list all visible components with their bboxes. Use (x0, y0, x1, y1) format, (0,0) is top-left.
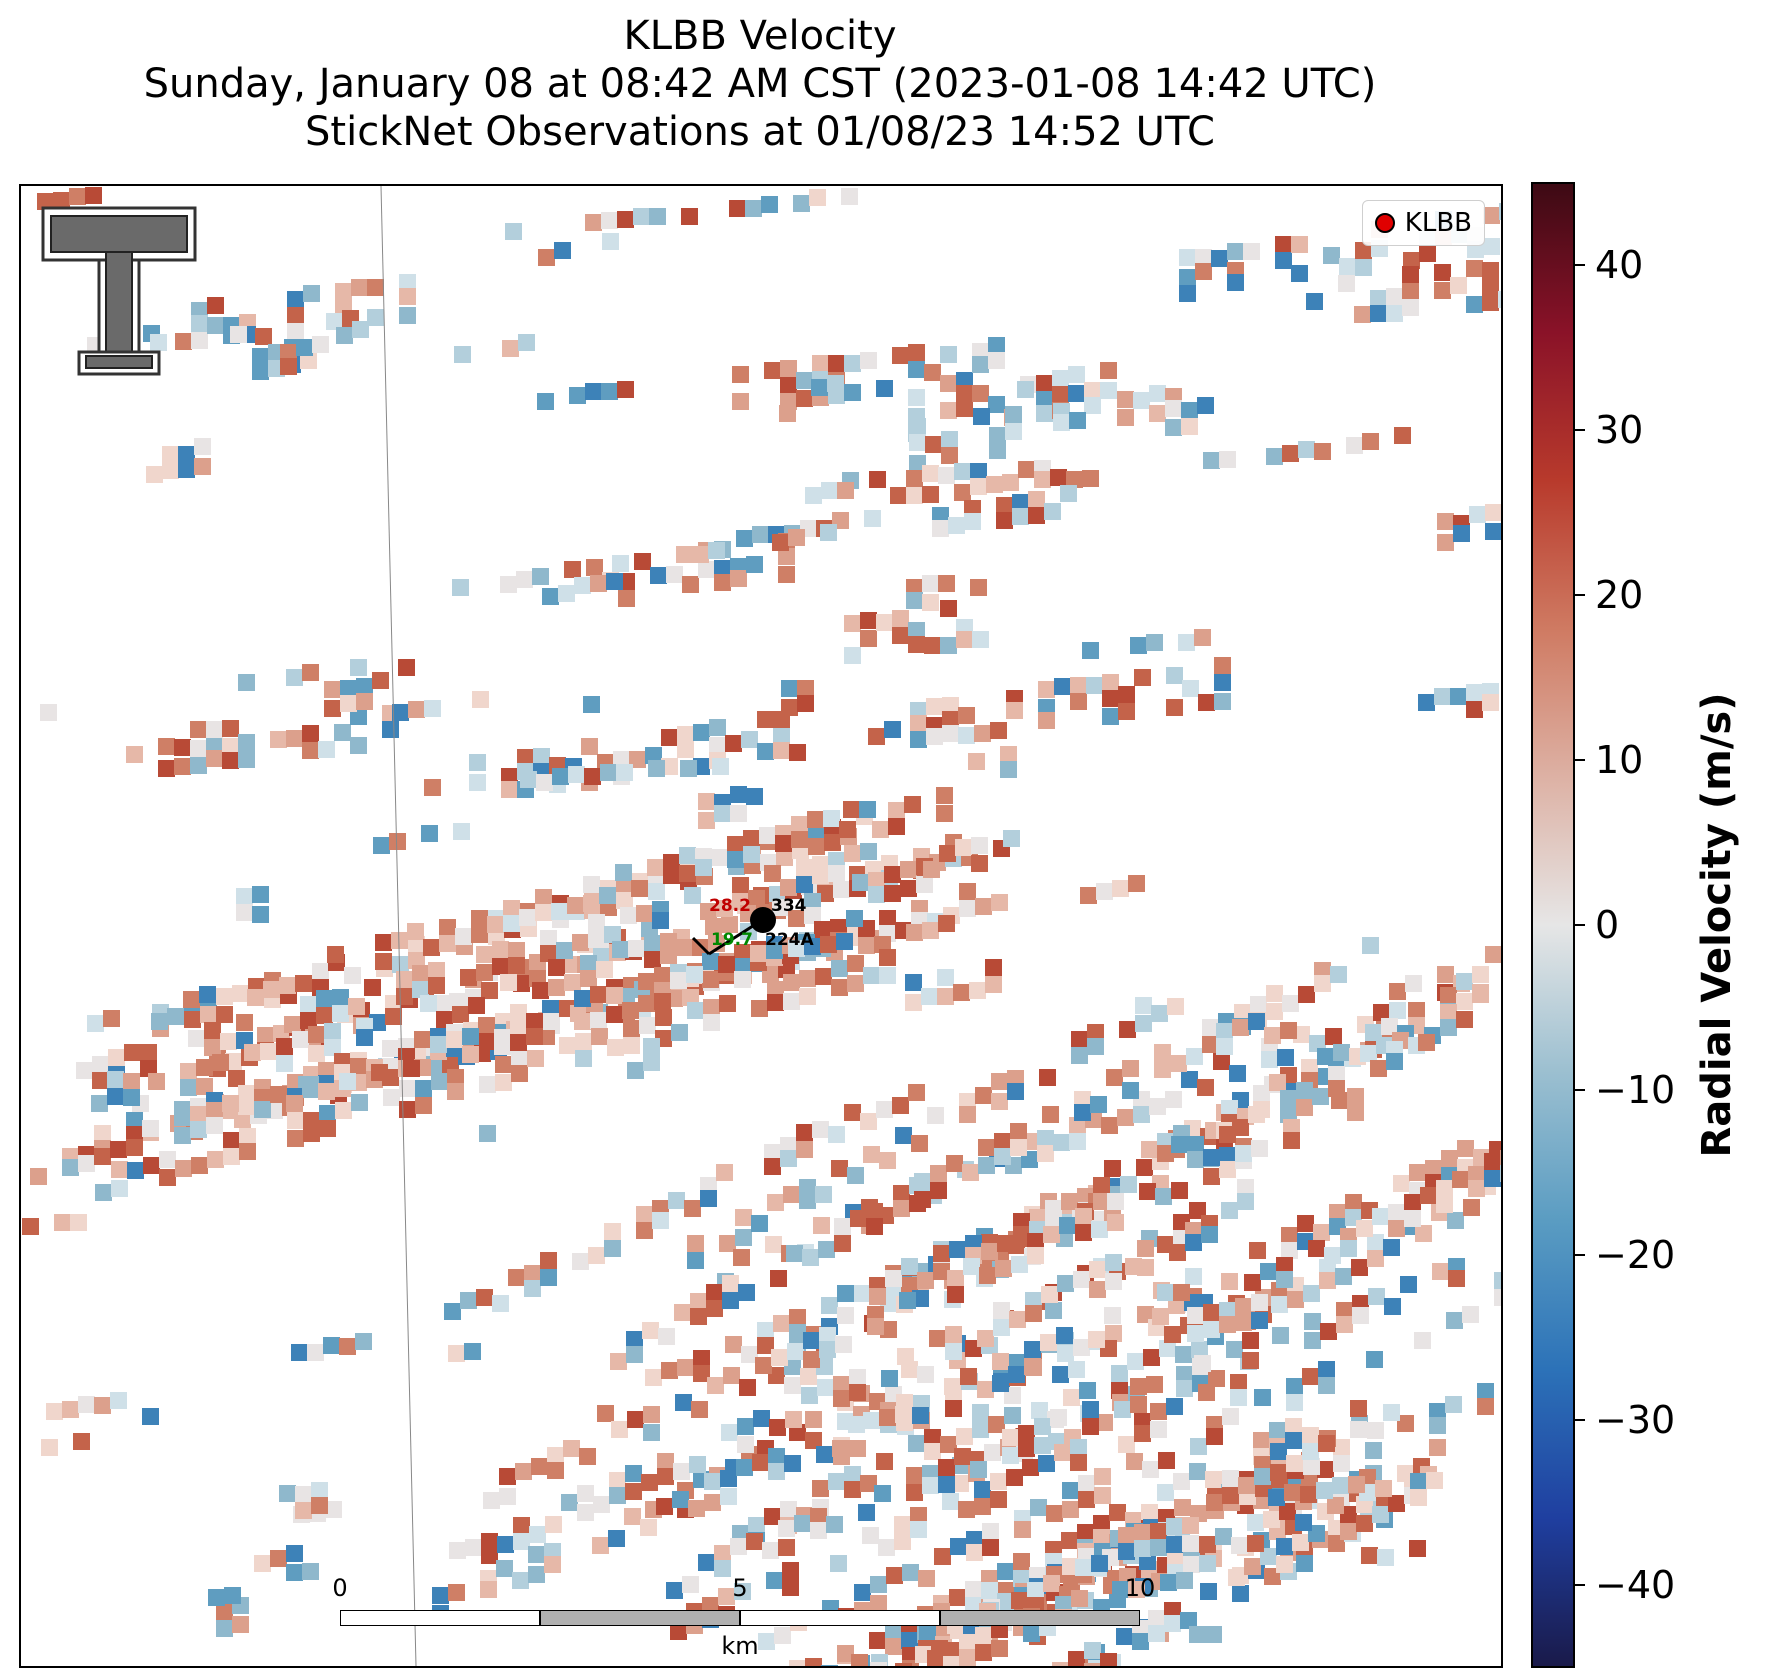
title-line-3: StickNet Observations at 01/08/23 14:52 … (305, 109, 1215, 155)
velocity-cells (22, 187, 1501, 1666)
station-pressure: 334 (771, 896, 807, 916)
station-temperature: 28.2 (709, 896, 751, 916)
colorbar-tick-mark (1575, 924, 1585, 926)
scale-tick-5: 5 (732, 1574, 748, 1602)
title-line-1: KLBB Velocity (623, 13, 897, 59)
colorbar-tick-label: −20 (1595, 1233, 1676, 1278)
station-id: 224A (765, 930, 814, 950)
colorbar-tick-mark (1575, 1254, 1585, 1257)
klbb-marker-icon (1374, 213, 1395, 233)
colorbar-tick-label: −10 (1595, 1068, 1676, 1113)
colorbar-tick-mark (1575, 1419, 1585, 1422)
colorbar-tick-label: −30 (1595, 1398, 1676, 1443)
scale-unit: km (721, 1632, 759, 1660)
legend-label: KLBB (1404, 208, 1472, 238)
station-marker[interactable] (750, 907, 776, 933)
colorbar-tick-label: −40 (1595, 1563, 1676, 1608)
scale-segment-3 (740, 1610, 940, 1626)
scale-segment-4 (940, 1610, 1140, 1626)
radar-map[interactable]: KLBB 28.2 334 19.7 224A (19, 184, 1503, 1668)
colorbar-tick-label: 30 (1595, 407, 1644, 452)
scale-tick-10: 10 (1124, 1574, 1156, 1602)
colorbar-tick-label: 40 (1595, 242, 1644, 287)
radar-velocity-field (22, 186, 1501, 1666)
colorbar-tick-mark (1575, 1089, 1585, 1092)
scale-bar: 0 5 10 km (332, 1574, 1155, 1660)
county-boundary (380, 186, 417, 1666)
colorbar-tick-label: 0 (1595, 903, 1620, 947)
wind-barb (691, 922, 757, 956)
colorbar-tick-mark (1575, 593, 1585, 596)
title-line-2: Sunday, January 08 at 08:42 AM CST (2023… (143, 61, 1377, 107)
colorbar-tick-mark (1575, 263, 1585, 266)
texas-tech-logo-icon (41, 206, 197, 376)
colorbar-tick-label: 10 (1595, 737, 1644, 782)
colorbar-title: Radial Velocity (m/s) (1694, 692, 1740, 1158)
map-legend: KLBB (1361, 200, 1485, 246)
title-block: KLBB Velocity Sunday, January 08 at 08:4… (0, 12, 1520, 156)
scale-tick-0: 0 (332, 1574, 348, 1602)
colorbar-tick-label: 20 (1595, 572, 1644, 617)
colorbar-tick-mark (1575, 758, 1585, 761)
colorbar (1531, 182, 1575, 1668)
colorbar-tick-mark (1575, 1584, 1585, 1587)
scale-segment-2 (540, 1610, 740, 1626)
station-dewpoint: 19.7 (711, 930, 753, 950)
scale-segment-1 (340, 1610, 540, 1626)
colorbar-tick-mark (1575, 428, 1585, 431)
